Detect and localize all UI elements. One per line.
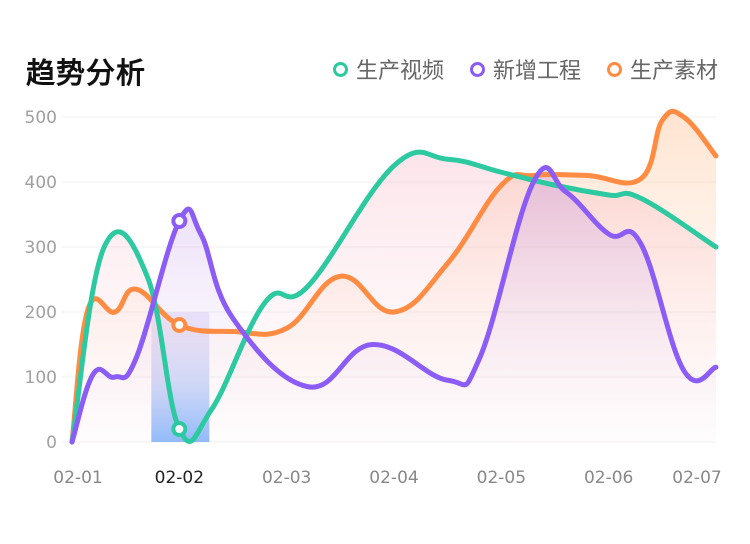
x-tick-label: 02-03: [262, 468, 311, 488]
y-tick-label: 400: [25, 173, 57, 193]
series-line: [69, 165, 719, 445]
legend-label: 生产视频: [355, 59, 444, 84]
data-point-marker: [171, 317, 188, 333]
x-tick-label: 02-05: [477, 468, 526, 488]
legend-label: 新增工程: [492, 59, 581, 84]
legend-marker-icon: [606, 61, 622, 77]
series-area: [72, 167, 716, 442]
x-tick-label: 02-06: [584, 468, 633, 488]
legend: 生产视频 新增工程 生产素材: [332, 53, 718, 85]
y-tick-label: 200: [25, 303, 57, 323]
legend-item-video[interactable]: 生产视频: [332, 53, 444, 85]
y-tick-label: 500: [25, 108, 57, 128]
legend-marker-icon: [469, 61, 485, 77]
legend-item-material[interactable]: 生产素材: [606, 53, 718, 85]
chart-title: 趋势分析: [26, 56, 147, 90]
series-line: [69, 108, 719, 445]
x-tick-label: 02-07: [672, 468, 721, 488]
y-tick-label: 100: [25, 368, 57, 388]
x-tick-label: 02-02: [155, 468, 204, 488]
y-tick-label: 0: [46, 433, 57, 453]
legend-label: 生产素材: [629, 59, 718, 84]
data-point-marker: [171, 213, 188, 229]
y-tick-label: 300: [25, 238, 57, 258]
legend-item-project[interactable]: 新增工程: [469, 53, 581, 85]
series-line: [69, 149, 719, 445]
legend-marker-icon: [332, 61, 348, 77]
data-point-marker: [171, 421, 188, 437]
x-tick-label: 02-04: [369, 468, 418, 488]
x-tick-label: 02-01: [53, 468, 102, 488]
